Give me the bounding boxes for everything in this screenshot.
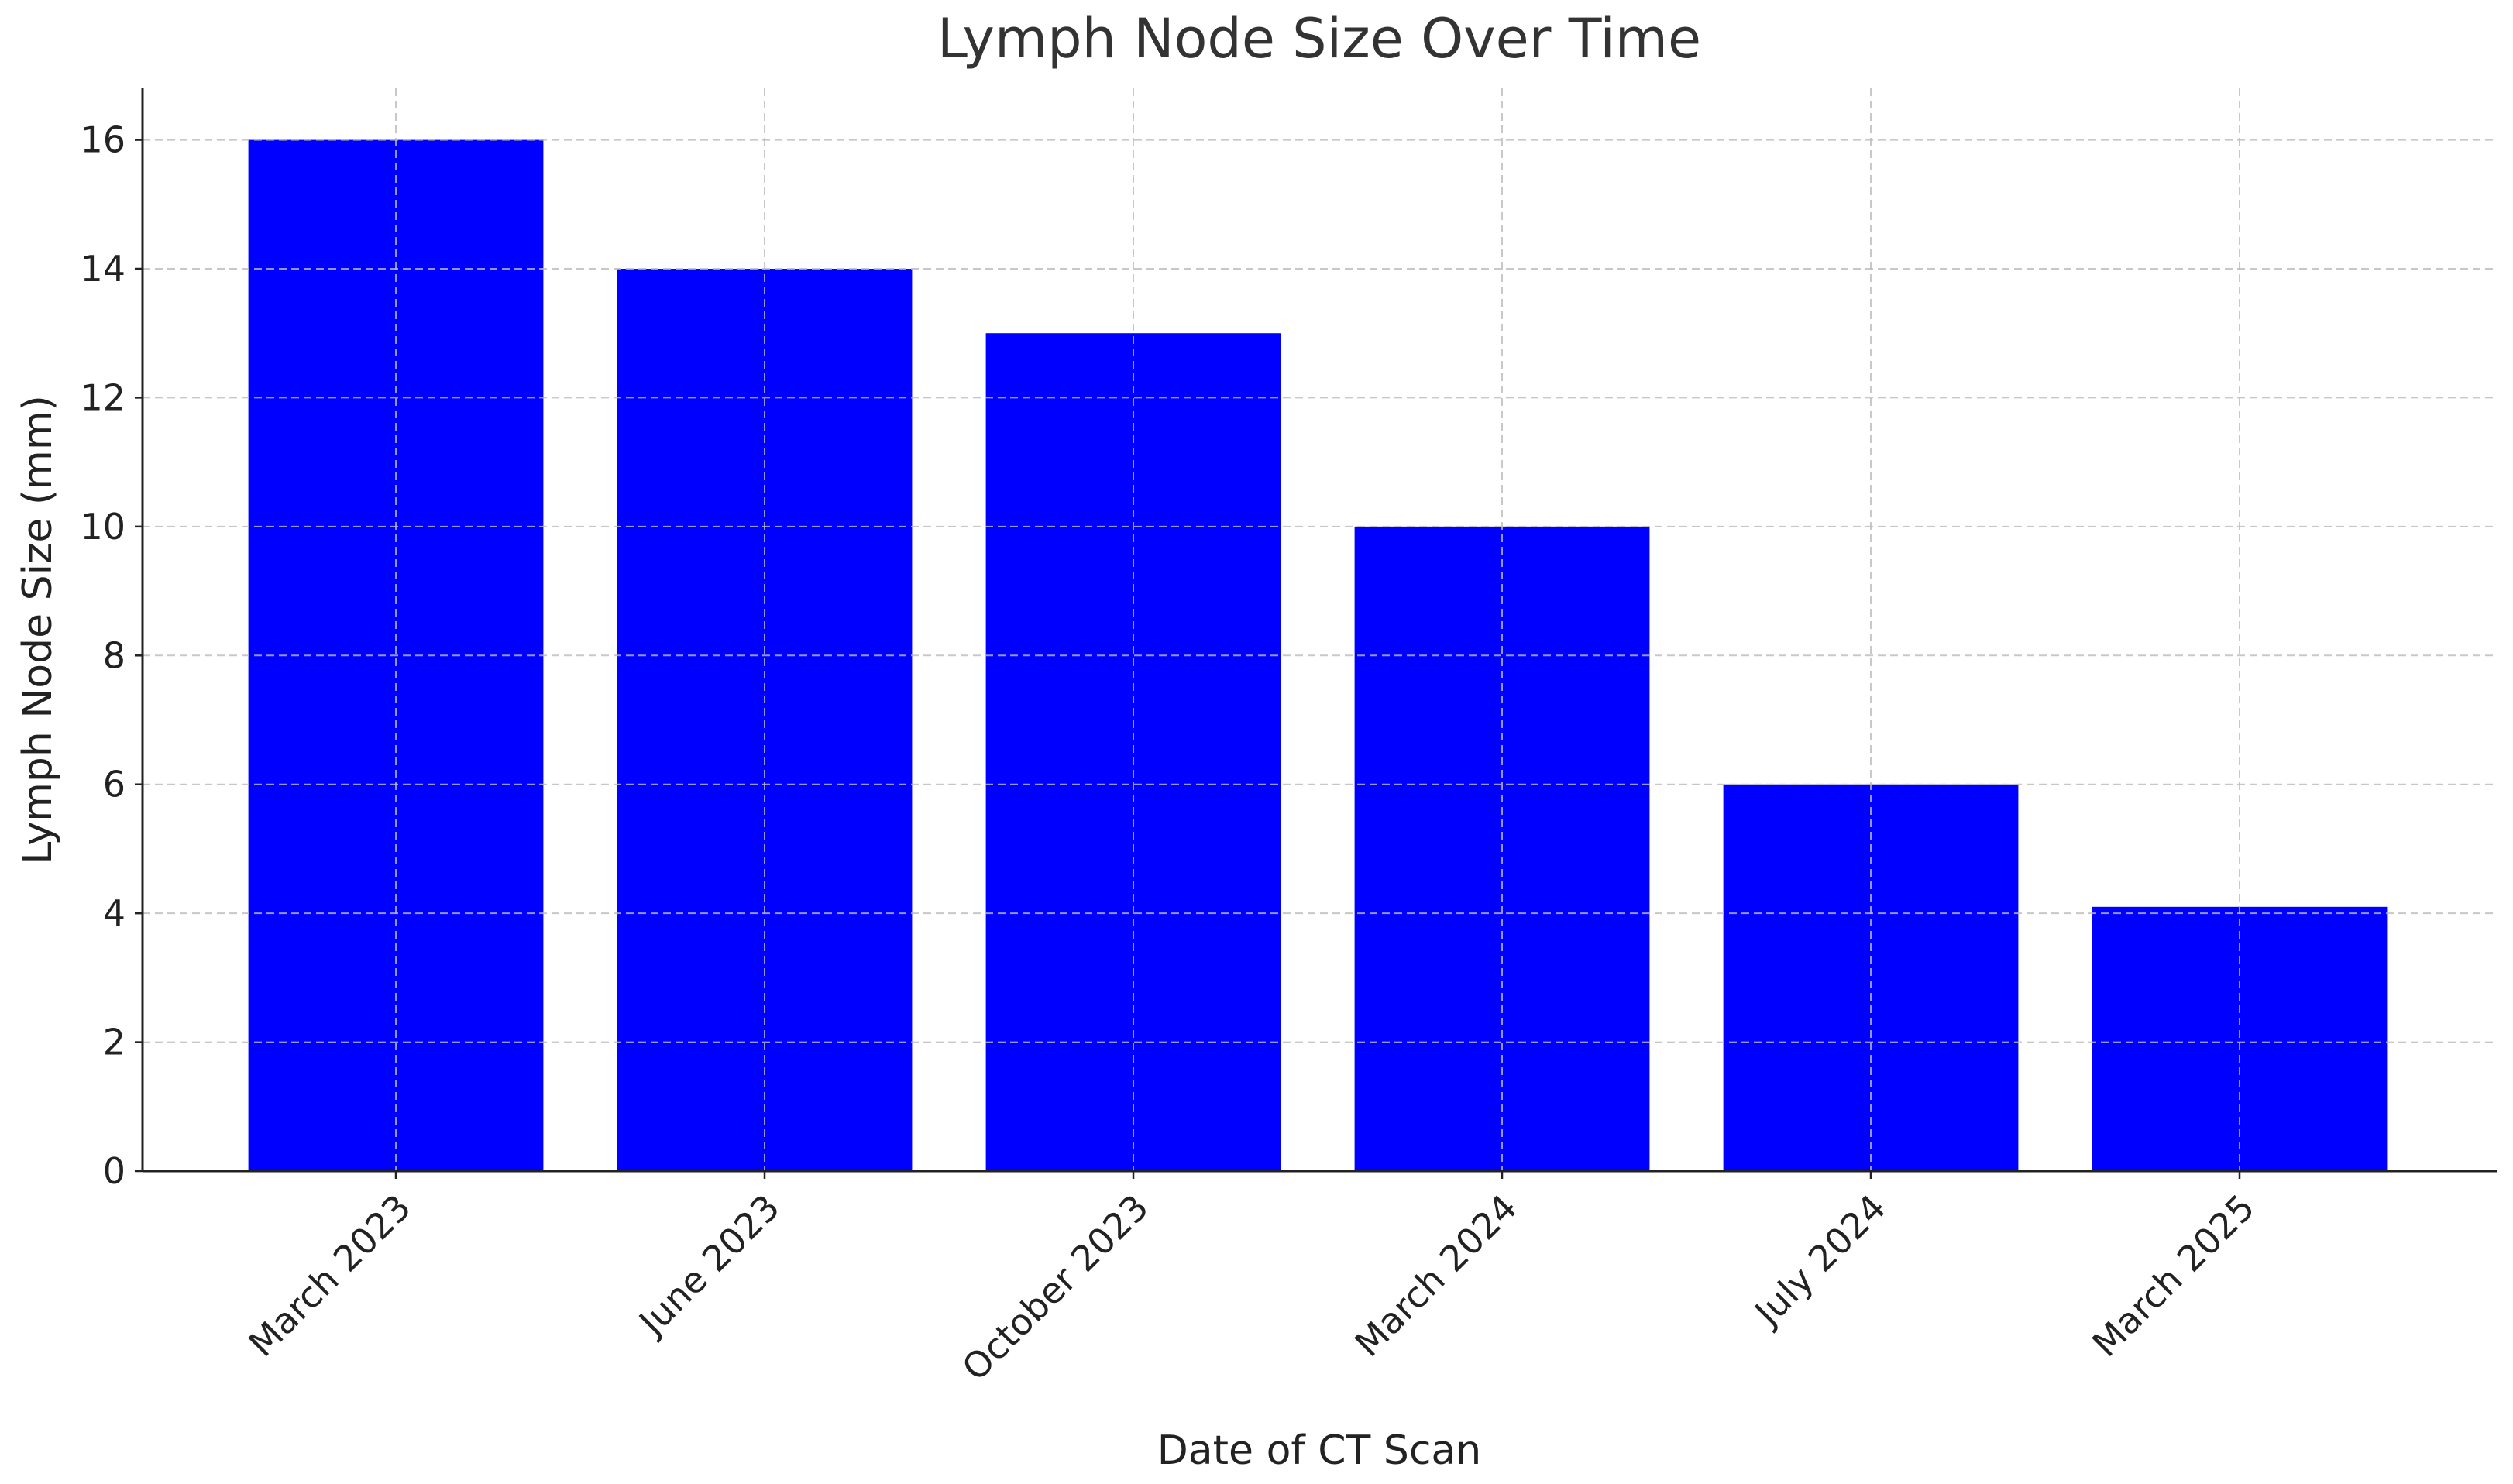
x-tick-label: March 2025 — [2084, 1187, 2262, 1365]
y-tick-label: 6 — [103, 764, 125, 806]
bar — [1723, 784, 2019, 1171]
y-tick-label: 4 — [103, 892, 125, 934]
x-tick-label: March 2023 — [240, 1187, 418, 1365]
y-axis-label: Lymph Node Size (mm) — [15, 395, 61, 864]
y-tick-label: 10 — [80, 506, 125, 548]
x-tick-label: June 2023 — [630, 1187, 788, 1345]
y-tick-label: 2 — [103, 1022, 125, 1063]
y-tick-label: 16 — [80, 119, 125, 161]
y-tick-label: 0 — [103, 1150, 125, 1192]
x-axis-label: Date of CT Scan — [1157, 1427, 1482, 1474]
y-tick-label: 8 — [103, 634, 125, 676]
y-tick-label: 14 — [80, 248, 125, 290]
x-tick-label: July 2024 — [1745, 1187, 1894, 1335]
x-tick-label: October 2023 — [954, 1187, 1156, 1389]
y-tick-label: 12 — [80, 376, 125, 418]
chart-title: Lymph Node Size Over Time — [937, 7, 1701, 70]
x-tick-label: March 2024 — [1346, 1187, 1525, 1365]
